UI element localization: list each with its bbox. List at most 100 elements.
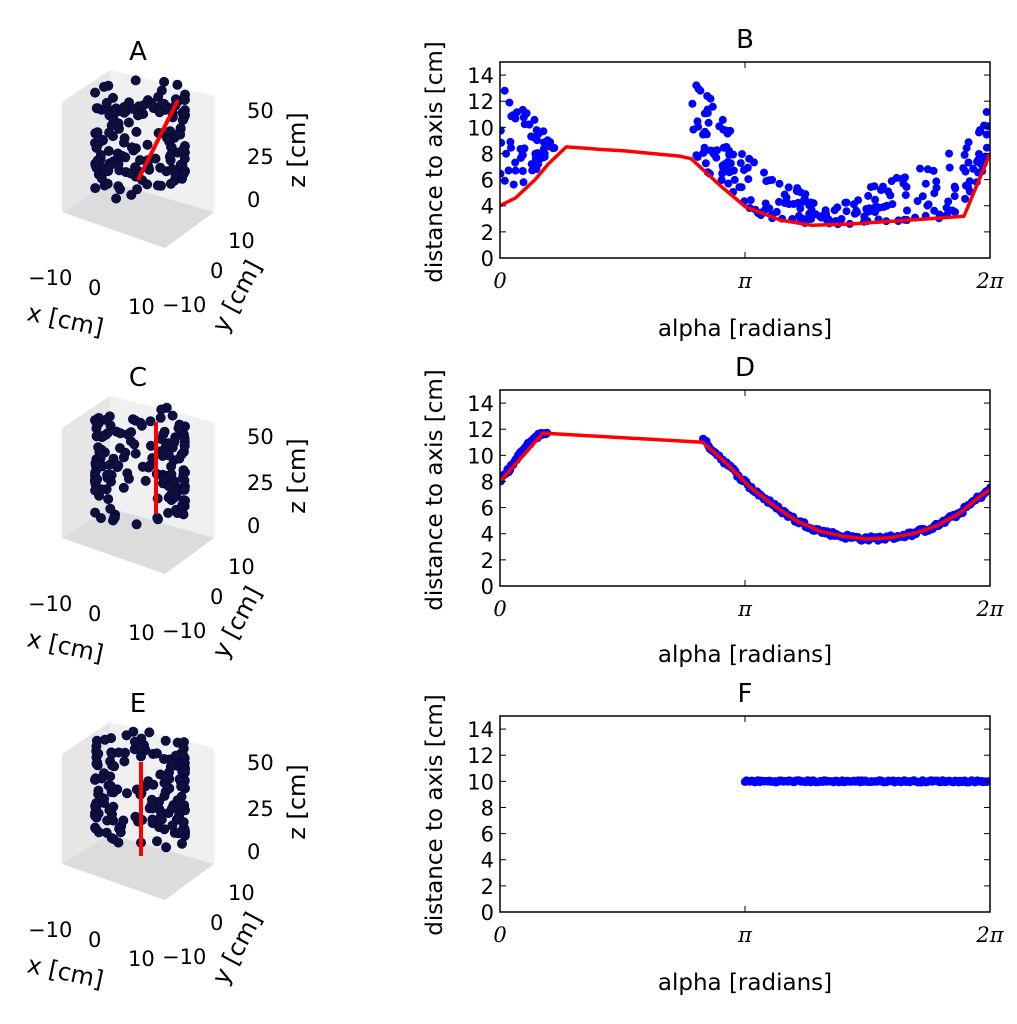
scatter-point: [744, 175, 753, 184]
scatter-point: [511, 166, 520, 175]
pane-floor: [62, 834, 214, 900]
scatter-point: [765, 204, 774, 213]
y-tick-label: 0: [481, 575, 494, 599]
cloud-point: [178, 465, 189, 476]
cloud-point: [119, 107, 130, 118]
scatter-point: [500, 138, 506, 147]
scatter-point: [506, 137, 515, 146]
z-tick-label: 50: [247, 751, 274, 775]
cloud-point: [159, 790, 170, 801]
x-tick-label: 0: [88, 928, 101, 952]
cloud-point: [91, 457, 102, 468]
cloud-point: [158, 474, 169, 485]
scatter-point: [932, 183, 941, 192]
scatter-point: [718, 115, 727, 124]
scatter-point: [871, 208, 880, 217]
cloud-point: [159, 824, 170, 835]
cloud-point: [178, 817, 189, 828]
cloud-point: [108, 106, 119, 117]
scatter-point: [760, 168, 768, 177]
scatter-point: [882, 201, 891, 210]
cloud-point: [125, 168, 136, 179]
cloud-point: [90, 467, 101, 478]
x-tick-label: 0: [493, 269, 506, 293]
scatter-point: [960, 150, 969, 159]
cloud-point: [154, 107, 165, 118]
x-axis-label: x [cm]: [25, 298, 106, 341]
cloud-point: [99, 81, 110, 92]
scatter-point: [903, 206, 911, 215]
y-tick-label: 12: [467, 744, 494, 768]
scatter-point: [793, 184, 802, 193]
x-axis-label: alpha [radians]: [658, 642, 832, 668]
cloud-point: [136, 420, 147, 431]
cloud-point: [126, 427, 137, 438]
x-ticks: 0 π 2π: [493, 62, 1005, 293]
scatter-point: [842, 207, 851, 216]
x-tick-label: 2π: [975, 923, 1004, 947]
scatter-point: [950, 192, 959, 201]
cloud-point: [104, 127, 115, 138]
x-ticks: 0 π 2π: [493, 716, 1005, 947]
plot-area: [499, 61, 991, 259]
x-ticks: 0 π 2π: [493, 390, 1005, 621]
cloud-point: [155, 769, 166, 780]
scatter-point: [704, 118, 713, 127]
scatter-point: [795, 212, 803, 220]
scatter-point: [784, 183, 793, 192]
y-tick-label: 6: [481, 823, 494, 847]
scatter-point: [504, 166, 513, 175]
scatter-point: [901, 191, 910, 200]
scatter-point: [785, 200, 793, 209]
scatter-point: [699, 148, 708, 157]
cloud-point: [168, 758, 179, 769]
scatter-point: [539, 127, 548, 136]
scatter-point: [500, 176, 509, 185]
cloud-point: [179, 495, 190, 506]
y-tick-label: 10: [228, 555, 255, 579]
cloud-point: [166, 461, 177, 472]
y-tick-label: 8: [481, 142, 494, 166]
cloud-point: [147, 803, 158, 814]
scatter-point: [502, 149, 511, 158]
y-tick-label: 10: [467, 444, 494, 468]
cloud-point: [159, 76, 170, 87]
scatter-point: [500, 86, 509, 95]
cloud-point: [120, 447, 131, 458]
scatter-point: [913, 197, 922, 205]
y-tick-label: 2: [481, 875, 494, 899]
x-tick-label: 2π: [975, 597, 1004, 621]
scatter-point: [833, 203, 842, 212]
z-tick-label: 25: [247, 471, 274, 495]
cloud-point: [91, 758, 102, 769]
y-tick-label: 10: [467, 116, 494, 140]
y-tick-label: 0: [210, 259, 223, 283]
cloud-point: [173, 828, 184, 839]
cloud-point: [90, 183, 101, 194]
cloud-point: [159, 426, 170, 437]
y-axis-label: distance to axis [cm]: [422, 41, 448, 283]
scatter-point: [507, 143, 515, 152]
cloud-point: [138, 100, 149, 111]
cloud-point: [118, 482, 129, 493]
scatter-point: [807, 205, 816, 214]
x-tick-label: 10: [128, 295, 155, 319]
point-cloud: [90, 75, 190, 204]
cloud-point: [90, 823, 101, 834]
x-tick-label: π: [737, 923, 753, 947]
scatter-point: [982, 130, 990, 139]
y-tick-label: 4: [481, 195, 494, 219]
scatter-point: [720, 160, 729, 169]
cloud-point: [176, 838, 187, 849]
scatter-point: [511, 158, 520, 167]
cloud-point: [144, 460, 155, 471]
scatter-point: [959, 164, 968, 173]
y-axis-label: distance to axis [cm]: [422, 694, 448, 936]
scatter-point: [924, 200, 933, 209]
fit-line: [500, 145, 990, 228]
cloud-point: [109, 512, 120, 523]
scatter-point: [723, 129, 732, 138]
